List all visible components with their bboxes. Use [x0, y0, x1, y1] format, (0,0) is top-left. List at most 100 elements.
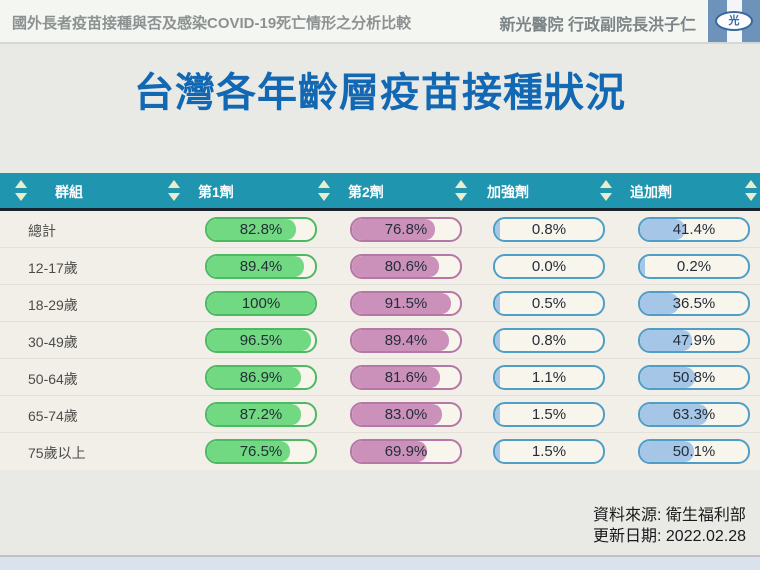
- dose1-bar: 82.8%: [205, 217, 317, 242]
- booster-bar-fill: [495, 441, 500, 462]
- booster-value: 1.1%: [531, 369, 567, 386]
- table-row: 30-49歲 96.5% 89.4% 0.8% 47.9%: [0, 322, 760, 359]
- extra-bar: 50.8%: [638, 365, 750, 390]
- column-header-dose2: 第2劑: [348, 184, 384, 200]
- presentation-title: 國外長者疫苗接種與否及感染COVID-19死亡情形之分析比較: [12, 15, 412, 32]
- hospital-logo-icon: 光: [715, 11, 753, 31]
- booster-bar-fill: [495, 293, 500, 314]
- extra-bar: 36.5%: [638, 291, 750, 316]
- extra-value: 41.4%: [672, 221, 716, 238]
- extra-bar-fill: [640, 256, 645, 277]
- dose2-bar-fill: [352, 219, 435, 240]
- sort-icon[interactable]: [600, 180, 612, 201]
- dose2-value: 89.4%: [384, 332, 428, 349]
- dose2-bar: 69.9%: [350, 439, 462, 464]
- dose1-value: 96.5%: [239, 332, 283, 349]
- dose2-bar: 91.5%: [350, 291, 462, 316]
- vaccination-table: 群組 第1劑 第2劑 加強劑 追加劑 總計 82.8% 76.8% 0.8% 4…: [0, 173, 760, 470]
- extra-value: 47.9%: [672, 332, 716, 349]
- dose1-bar: 87.2%: [205, 402, 317, 427]
- extra-bar-fill: [640, 404, 709, 425]
- table-body: 總計 82.8% 76.8% 0.8% 41.4% 12-17歲 89.4% 8…: [0, 211, 760, 470]
- dose2-value: 81.6%: [384, 369, 428, 386]
- booster-bar: 1.5%: [493, 402, 605, 427]
- table-row: 18-29歲 100% 91.5% 0.5% 36.5%: [0, 285, 760, 322]
- extra-value: 63.3%: [672, 406, 716, 423]
- extra-bar: 47.9%: [638, 328, 750, 353]
- column-header-booster: 加強劑: [487, 184, 529, 200]
- table-row: 65-74歲 87.2% 83.0% 1.5% 63.3%: [0, 396, 760, 433]
- table-row: 總計 82.8% 76.8% 0.8% 41.4%: [0, 211, 760, 248]
- table-header: 群組 第1劑 第2劑 加強劑 追加劑: [0, 173, 760, 211]
- column-header-group: 群組: [55, 184, 83, 200]
- sort-icon[interactable]: [455, 180, 467, 201]
- bottom-strip: [0, 555, 760, 570]
- dose1-bar: 89.4%: [205, 254, 317, 279]
- row-group-label: 75歲以上: [28, 445, 86, 461]
- booster-bar: 1.5%: [493, 439, 605, 464]
- booster-value: 0.8%: [531, 221, 567, 238]
- extra-value: 50.8%: [672, 369, 716, 386]
- booster-bar: 0.8%: [493, 217, 605, 242]
- extra-bar-fill: [640, 219, 685, 240]
- table-row: 50-64歲 86.9% 81.6% 1.1% 50.8%: [0, 359, 760, 396]
- booster-bar: 1.1%: [493, 365, 605, 390]
- row-group-label: 18-29歲: [28, 297, 78, 313]
- page-title: 台灣各年齡層疫苗接種狀況: [134, 71, 626, 115]
- booster-bar-fill: [495, 404, 500, 425]
- dose1-bar: 76.5%: [205, 439, 317, 464]
- dose2-bar: 83.0%: [350, 402, 462, 427]
- dose2-bar: 76.8%: [350, 217, 462, 242]
- dose1-value: 87.2%: [239, 406, 283, 423]
- booster-value: 1.5%: [531, 443, 567, 460]
- booster-value: 0.5%: [531, 295, 567, 312]
- dose2-value: 76.8%: [384, 221, 428, 238]
- booster-bar: 0.5%: [493, 291, 605, 316]
- dose1-value: 100%: [241, 295, 281, 312]
- row-group-label: 12-17歲: [28, 260, 78, 276]
- sort-icon[interactable]: [168, 180, 180, 201]
- extra-bar: 50.1%: [638, 439, 750, 464]
- dose1-bar-fill: [207, 219, 297, 240]
- extra-bar: 41.4%: [638, 217, 750, 242]
- dose1-bar-fill: [207, 256, 304, 277]
- dose1-value: 86.9%: [239, 369, 283, 386]
- footer: 資料來源: 衛生福利部 更新日期: 2022.02.28: [593, 505, 746, 547]
- dose1-bar-fill: [207, 293, 315, 314]
- top-bar: 國外長者疫苗接種與否及感染COVID-19死亡情形之分析比較 新光醫院 行政副院…: [0, 0, 760, 44]
- extra-bar-fill: [640, 367, 695, 388]
- booster-bar: 0.8%: [493, 328, 605, 353]
- update-date-label: 更新日期: 2022.02.28: [593, 528, 746, 545]
- column-header-extra: 追加劑: [630, 184, 672, 200]
- dose1-bar-fill: [207, 404, 302, 425]
- data-source-label: 資料來源: 衛生福利部: [593, 507, 746, 524]
- booster-value: 1.5%: [531, 406, 567, 423]
- dose2-value: 83.0%: [384, 406, 428, 423]
- extra-value: 36.5%: [672, 295, 716, 312]
- sort-icon[interactable]: [745, 180, 757, 201]
- dose2-value: 69.9%: [384, 443, 428, 460]
- dose1-value: 82.8%: [239, 221, 283, 238]
- dose1-bar: 100%: [205, 291, 317, 316]
- dose2-value: 91.5%: [384, 295, 428, 312]
- booster-bar-fill: [495, 367, 500, 388]
- row-group-label: 50-64歲: [28, 371, 78, 387]
- extra-bar-fill: [640, 330, 692, 351]
- dose1-bar: 86.9%: [205, 365, 317, 390]
- dose2-bar: 81.6%: [350, 365, 462, 390]
- dose2-bar-fill: [352, 256, 440, 277]
- dose1-value: 76.5%: [239, 443, 283, 460]
- dose1-bar-fill: [207, 330, 312, 351]
- dose1-bar: 96.5%: [205, 328, 317, 353]
- booster-value: 0.0%: [531, 258, 567, 275]
- dose2-bar-fill: [352, 441, 428, 462]
- dose2-bar-fill: [352, 330, 449, 351]
- extra-bar-fill: [640, 293, 680, 314]
- sort-icon[interactable]: [318, 180, 330, 201]
- dose1-bar-fill: [207, 367, 301, 388]
- hospital-logo-stripe: 光: [708, 0, 760, 42]
- presenter-name: 新光醫院 行政副院長洪子仁: [499, 17, 696, 34]
- sort-icon[interactable]: [15, 180, 27, 201]
- row-group-label: 總計: [28, 223, 56, 239]
- column-header-dose1: 第1劑: [198, 184, 234, 200]
